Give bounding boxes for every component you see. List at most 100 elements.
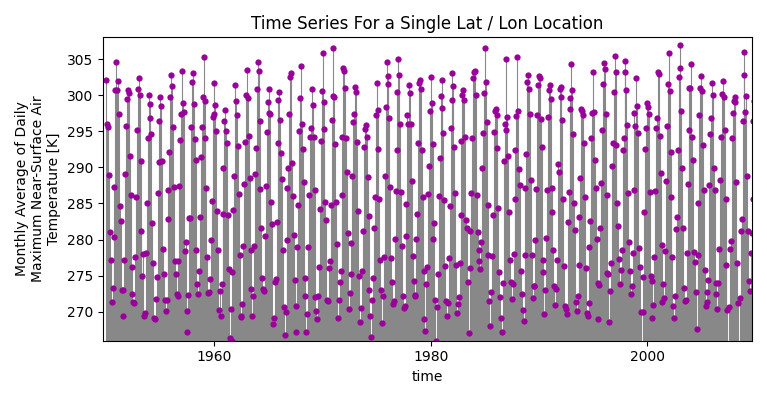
Point — [533, 73, 545, 80]
Point — [191, 281, 203, 287]
Point — [495, 329, 508, 335]
Point — [441, 312, 453, 319]
Point — [593, 281, 605, 288]
Point — [325, 117, 337, 123]
Point — [443, 203, 456, 209]
Point — [285, 70, 297, 76]
Point — [354, 346, 367, 353]
Point — [610, 69, 622, 75]
Point — [120, 123, 132, 129]
Point — [179, 248, 191, 255]
Point — [663, 88, 676, 94]
Point — [724, 246, 736, 252]
Point — [634, 264, 646, 270]
Point — [548, 282, 561, 289]
Point — [644, 273, 657, 279]
Point — [286, 160, 298, 166]
Point — [179, 239, 192, 245]
Point — [186, 79, 198, 85]
Point — [314, 205, 326, 212]
Point — [287, 193, 299, 200]
X-axis label: time: time — [412, 370, 443, 384]
Point — [677, 225, 690, 232]
Point — [690, 326, 703, 332]
Point — [333, 297, 345, 304]
Point — [160, 297, 173, 304]
Point — [473, 257, 486, 264]
Point — [377, 293, 389, 299]
Point — [672, 147, 684, 154]
Point — [519, 185, 532, 192]
Point — [447, 83, 459, 89]
Point — [283, 111, 295, 117]
Point — [485, 289, 497, 295]
Point — [454, 212, 466, 219]
Point — [518, 252, 531, 258]
Point — [407, 253, 419, 259]
Point — [209, 102, 222, 108]
Point — [416, 194, 429, 200]
Point — [140, 200, 153, 206]
Point — [489, 108, 501, 115]
Point — [652, 69, 664, 75]
Point — [298, 179, 310, 186]
Point — [557, 196, 569, 202]
Point — [601, 192, 613, 198]
Point — [479, 79, 492, 85]
Point — [237, 243, 249, 249]
Point — [170, 291, 183, 297]
Point — [302, 244, 314, 250]
Point — [436, 105, 449, 111]
Point — [334, 279, 346, 285]
Point — [140, 250, 152, 257]
Point — [516, 307, 528, 314]
Point — [400, 201, 413, 207]
Point — [301, 311, 314, 318]
Point — [238, 181, 250, 188]
Point — [466, 190, 478, 196]
Point — [117, 286, 130, 293]
Point — [176, 99, 189, 106]
Point — [209, 111, 221, 117]
Point — [421, 263, 433, 270]
Point — [580, 265, 592, 271]
Point — [235, 314, 248, 320]
Point — [556, 117, 568, 123]
Point — [149, 316, 161, 322]
Point — [230, 98, 242, 105]
Point — [699, 267, 711, 273]
Point — [367, 275, 379, 281]
Point — [690, 289, 702, 296]
Point — [138, 313, 150, 320]
Point — [311, 315, 324, 322]
Point — [242, 133, 255, 139]
Point — [740, 93, 752, 99]
Point — [139, 310, 151, 316]
Point — [545, 95, 557, 102]
Point — [664, 149, 676, 155]
Point — [350, 89, 362, 95]
Point — [607, 89, 620, 96]
Point — [163, 187, 175, 194]
Point — [308, 133, 320, 140]
Point — [532, 81, 544, 88]
Point — [268, 279, 281, 286]
Point — [202, 290, 214, 296]
Point — [249, 170, 261, 177]
Point — [744, 288, 756, 294]
Point — [275, 150, 288, 156]
Point — [469, 67, 481, 74]
Point — [335, 192, 347, 198]
Point — [538, 269, 550, 275]
Point — [212, 306, 225, 313]
Point — [696, 87, 708, 94]
Point — [329, 141, 341, 147]
Point — [293, 127, 305, 134]
Point — [143, 101, 156, 107]
Point — [659, 248, 671, 254]
Point — [403, 82, 415, 89]
Point — [243, 174, 255, 181]
Point — [669, 293, 681, 299]
Point — [232, 142, 244, 149]
Point — [617, 147, 629, 153]
